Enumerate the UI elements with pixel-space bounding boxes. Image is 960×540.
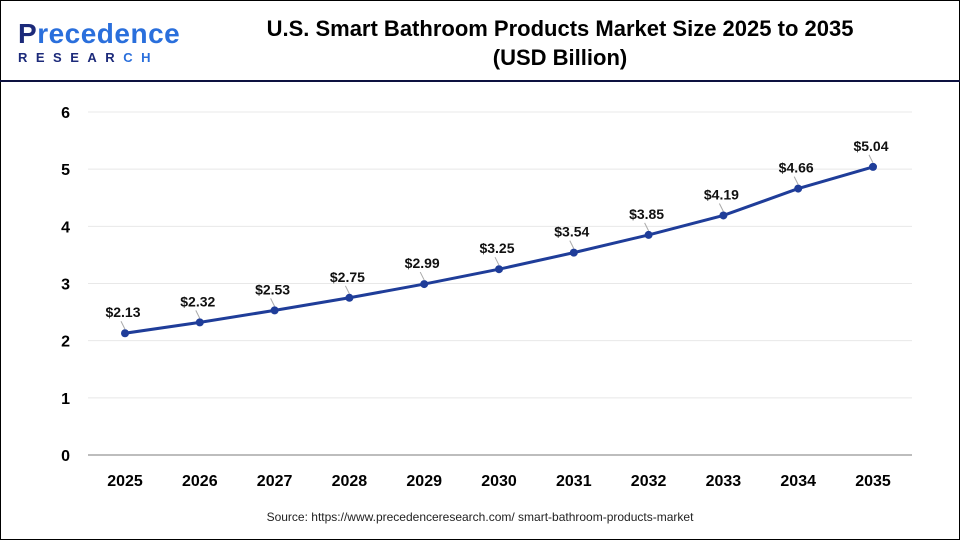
data-label: $2.32: [180, 293, 215, 309]
leader-line: [868, 154, 874, 164]
leader-line: [793, 176, 799, 185]
x-tick-label: 2030: [481, 473, 517, 490]
x-tick-label: 2035: [855, 473, 891, 490]
leader-line: [270, 298, 276, 307]
leader-line: [344, 285, 350, 295]
data-label: $2.53: [255, 281, 290, 297]
y-tick-label: 6: [61, 105, 70, 122]
y-tick-label: 3: [61, 277, 70, 294]
data-label: $2.75: [330, 269, 365, 285]
y-tick-label: 5: [61, 162, 70, 179]
data-label: $2.13: [105, 304, 140, 320]
data-label: $3.85: [629, 206, 664, 222]
leader-line: [718, 203, 724, 212]
data-point: [869, 162, 877, 171]
header: Precedence RESEARCH U.S. Smart Bathroom …: [0, 0, 960, 82]
x-tick-label: 2034: [780, 473, 816, 490]
data-point: [195, 318, 204, 327]
x-tick-label: 2033: [706, 473, 742, 490]
leader-line: [494, 256, 500, 266]
title-line-2: (USD Billion): [492, 45, 628, 70]
leader-line: [195, 310, 201, 319]
data-point: [569, 248, 578, 257]
data-label: $5.04: [853, 138, 888, 154]
data-point: [719, 211, 728, 220]
leader-line: [120, 321, 126, 330]
y-tick-label: 2: [61, 334, 70, 351]
data-point: [644, 230, 653, 239]
data-label: $4.19: [704, 186, 739, 202]
x-tick-label: 2026: [182, 473, 218, 490]
x-tick-label: 2031: [556, 473, 592, 490]
chart-title: U.S. Smart Bathroom Products Market Size…: [200, 14, 920, 72]
y-tick-label: 4: [61, 219, 70, 236]
y-tick-label: 1: [61, 391, 70, 408]
data-point: [121, 329, 129, 338]
source-text: Source: https://www.precedenceresearch.c…: [266, 510, 694, 524]
leader-line: [569, 240, 575, 249]
x-tick-label: 2025: [107, 473, 143, 490]
data-label: $3.54: [554, 224, 589, 240]
logo: Precedence RESEARCH: [18, 18, 181, 66]
x-tick-label: 2029: [406, 473, 442, 490]
y-tick-label: 0: [61, 448, 70, 465]
data-point: [420, 280, 429, 289]
x-tick-label: 2027: [257, 473, 293, 490]
data-label: $3.25: [479, 240, 514, 256]
x-tick-label: 2032: [631, 473, 667, 490]
title-line-1: U.S. Smart Bathroom Products Market Size…: [266, 16, 854, 41]
data-label: $2.99: [405, 255, 440, 271]
leader-line: [644, 222, 650, 232]
x-tick-label: 2028: [332, 473, 368, 490]
data-label: $4.66: [779, 160, 814, 176]
data-point: [345, 293, 354, 302]
data-point: [495, 265, 503, 274]
data-point: [270, 306, 279, 315]
data-point: [794, 184, 803, 193]
leader-line: [419, 271, 425, 281]
